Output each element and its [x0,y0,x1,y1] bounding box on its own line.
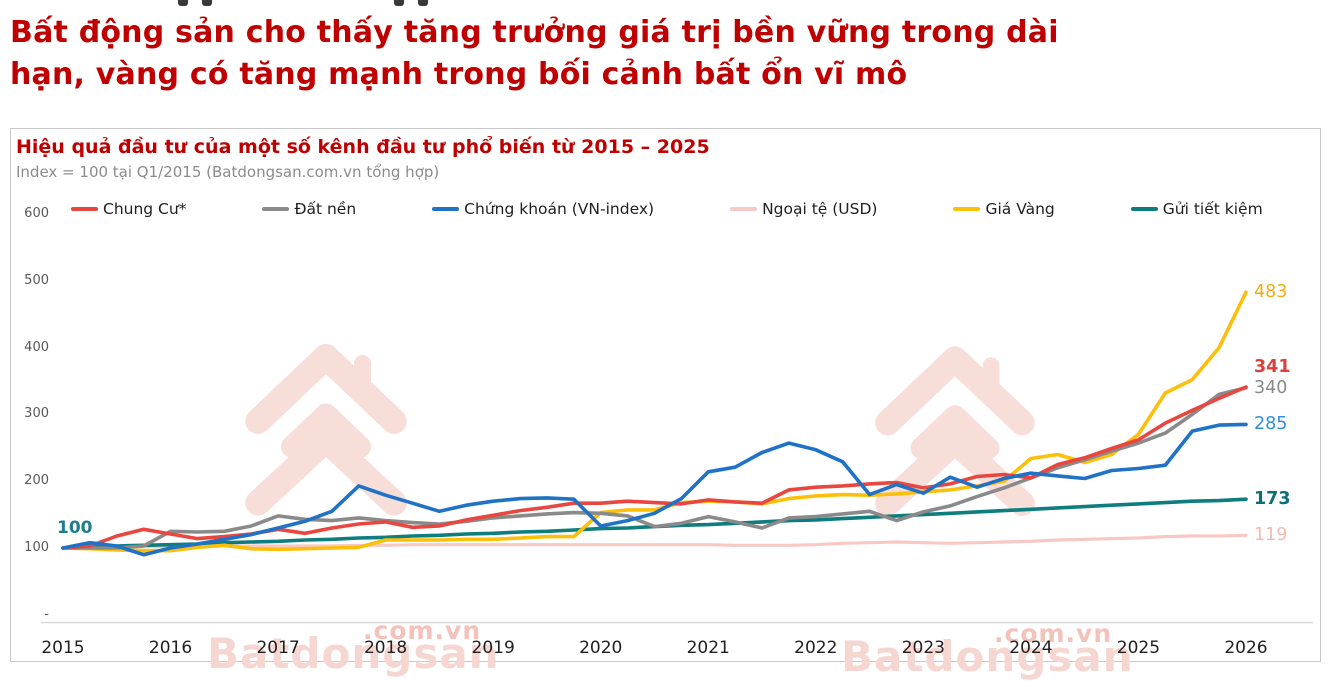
chart-legend: Chung Cư* Đất nền Chứng khoán (VN-index) Ng… [71,200,1263,218]
top-clipped-text-fragment [394,0,428,6]
chart-title: Hiệu quả đầu tư của một số kênh đầu tư p… [16,136,710,158]
x-axis-tick: 2016 [148,638,193,658]
legend-label: Chung Cư* [103,200,187,218]
legend-swatch-ngoai-te [730,207,758,211]
series-line-chung-khoan [61,422,1248,557]
x-axis-tick: 2018 [363,638,408,658]
y-axis-tick: - [44,606,49,622]
legend-label: Chứng khoán (VN-index) [464,200,655,218]
legend-label: Gửi tiết kiệm [1162,200,1263,218]
legend-item-gia-vang: Giá Vàng [953,200,1055,218]
watermark-suffix-text: .com.vn [363,616,482,645]
page-title-line-2: hạn, vàng có tăng mạnh trong bối cảnh bấ… [10,57,908,92]
x-axis-tick: 2022 [794,638,838,658]
x-axis-tick: 2024 [1009,638,1053,658]
chart-panel: Hiệu quả đầu tư của một số kênh đầu tư p… [10,128,1321,681]
end-label-gui-tiet-kiem: 173 [1254,489,1291,510]
x-axis-tick: 2015 [41,638,85,658]
start-value-label: 100 [57,518,93,538]
series-line-ngoai-te [61,533,1248,550]
legend-item-chung-khoan: Chứng khoán (VN-index) [432,200,654,218]
end-label-ngoai-te: 119 [1254,525,1288,546]
x-axis-tick: 2017 [256,638,300,658]
end-label-chung-khoan: 285 [1254,414,1288,435]
end-label-dat-nen: 340 [1254,377,1288,398]
plot-svg [41,290,1313,624]
chart-subtitle: Index = 100 tại Q1/2015 (Batdongsan.com.… [16,163,440,181]
legend-swatch-chung-cu [71,207,98,211]
x-axis-tick: 2025 [1116,638,1161,658]
y-axis-tick: 400 [24,339,49,355]
end-label-gia-vang: 483 [1254,282,1288,303]
legend-item-gui-tiet-kiem: Gửi tiết kiệm [1130,200,1263,218]
watermark-suffix-text: .com.vn [994,619,1113,648]
legend-label: Giá Vàng [985,200,1055,218]
y-axis-tick: 500 [24,272,49,288]
x-axis-tick: 2026 [1224,638,1268,658]
batdongsan-logo-icon [245,343,407,516]
page-title-line-1: Bất động sản cho thấy tăng trưởng giá tr… [10,15,1059,50]
series-line-gia-vang [61,290,1248,553]
end-label-chung-cu: 341 [1254,356,1291,377]
y-axis-tick: 600 [24,206,49,221]
y-axis-tick: 300 [24,406,49,422]
series-line-dat-nen [61,385,1248,550]
legend-item-chung-cu: Chung Cư* [71,200,186,218]
top-clipped-text-fragment [178,0,212,6]
series-line-chung-cu [61,385,1248,550]
x-axis-tick: 2019 [471,638,515,658]
legend-swatch-dat-nen [262,207,290,211]
legend-label: Ngoại tệ (USD) [762,200,878,218]
x-axis-tick: 2021 [686,638,730,658]
legend-label: Đất nền [294,200,357,218]
page-title: Bất động sản cho thấy tăng trưởng giá tr… [10,12,1059,96]
legend-swatch-gia-vang [953,207,981,211]
legend-item-dat-nen: Đất nền [262,200,356,218]
x-axis-tick: 2023 [901,638,945,658]
legend-swatch-chung-khoan [432,207,460,211]
y-axis-tick: 100 [24,540,49,555]
legend-swatch-gui-tiet-kiem [1130,207,1158,211]
y-axis-tick: 200 [24,473,49,489]
x-axis-tick: 2020 [579,638,623,658]
legend-item-ngoai-te: Ngoại tệ (USD) [730,200,877,218]
